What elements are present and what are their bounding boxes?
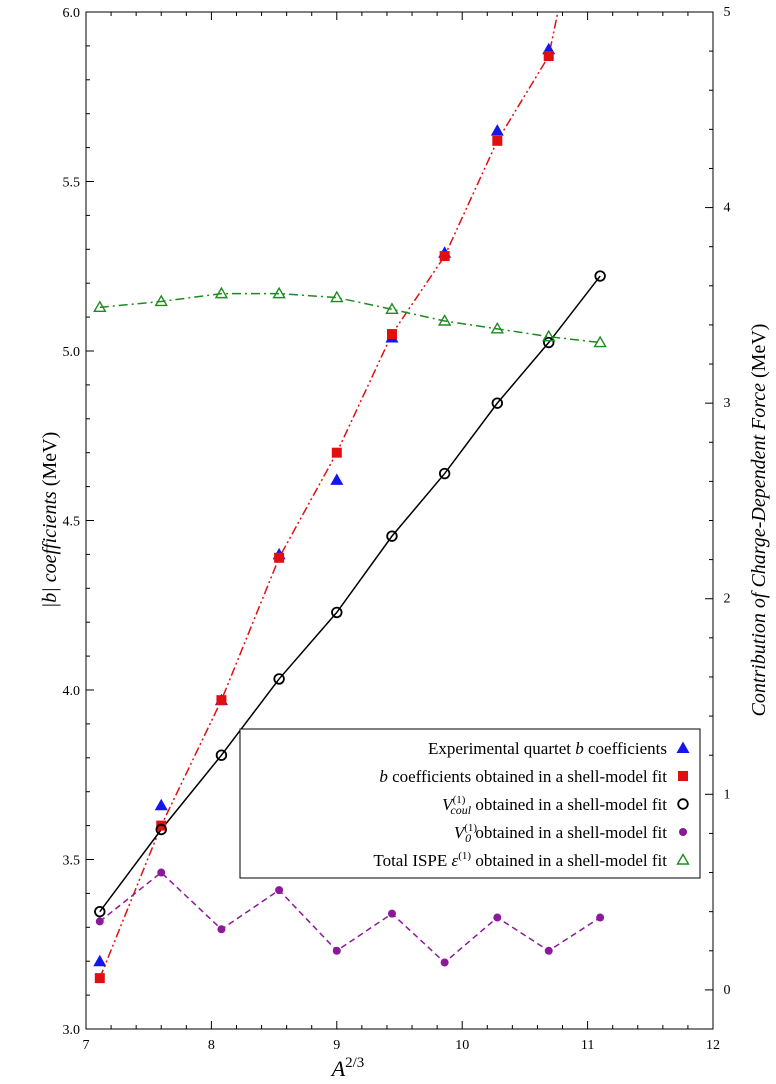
data-point-s0 <box>490 124 504 136</box>
series-line-2 <box>99 275 601 913</box>
data-point-s1 <box>543 51 554 62</box>
series-line-3 <box>99 871 601 964</box>
data-point-s3 <box>440 958 449 967</box>
y-left-tick-label: 6.0 <box>63 6 81 21</box>
data-point-s4 <box>385 302 399 314</box>
data-point-s4 <box>214 286 229 299</box>
data-point-s1 <box>274 552 285 563</box>
data-point-s2 <box>543 336 555 349</box>
data-point-s3 <box>544 946 553 955</box>
x-tick-label: 12 <box>706 1038 720 1053</box>
data-point-s1 <box>94 973 105 984</box>
data-point-s3 <box>493 913 502 922</box>
y-right-tick-label: 5 <box>724 5 731 20</box>
data-point-s3 <box>217 925 226 934</box>
data-point-s3 <box>332 946 341 955</box>
y-left-tick-label: 5.5 <box>63 176 81 191</box>
legend: Experimental quartet b coefficients b co… <box>239 728 701 879</box>
data-point-s3 <box>275 886 284 895</box>
data-point-s2 <box>438 467 451 480</box>
data-point-s3 <box>596 913 605 922</box>
data-point-s4 <box>490 321 505 334</box>
x-tick-label: 11 <box>581 1038 594 1053</box>
x-tick-label: 9 <box>333 1038 340 1053</box>
data-point-s3 <box>387 909 396 918</box>
data-point-s1 <box>386 329 397 340</box>
data-point-s2 <box>594 270 606 282</box>
data-point-s0 <box>93 954 107 967</box>
data-point-s2 <box>273 673 285 685</box>
legend-marker-1 <box>678 771 688 781</box>
legend-entry-ispe: Total ISPE ε(1) obtained in a shell-mode… <box>373 850 667 870</box>
data-point-s2 <box>491 397 504 409</box>
x-axis-title: A2/3 <box>330 1055 365 1081</box>
legend-marker-2 <box>677 798 689 810</box>
data-point-s2 <box>94 905 106 918</box>
data-point-s1 <box>439 251 450 262</box>
data-point-s2 <box>386 530 398 542</box>
data-point-s4 <box>272 286 286 299</box>
y-right-tick-label: 3 <box>724 396 731 411</box>
y-left-tick-label: 5.0 <box>63 345 81 360</box>
data-point-s4 <box>330 290 344 303</box>
data-point-s4 <box>93 300 107 313</box>
x-tick-label: 7 <box>83 1038 90 1053</box>
y-axis-right-title: Contribution of Charge-Dependent Force (… <box>748 324 770 717</box>
legend-entry-vcoul: V(1) coul obtained in a shell-model fit <box>442 794 667 817</box>
data-point-s4 <box>542 329 556 342</box>
x-tick-label: 8 <box>208 1038 215 1053</box>
data-point-s4 <box>154 294 168 307</box>
y-axis-left-title: |b| coefficients (MeV) <box>39 432 61 609</box>
data-point-s2 <box>155 823 167 836</box>
data-point-s4 <box>437 314 452 326</box>
data-point-s0 <box>154 798 168 811</box>
x-tick-label: 10 <box>455 1038 469 1053</box>
series-markers <box>93 42 607 984</box>
data-point-s1 <box>492 135 503 146</box>
data-point-s1 <box>331 447 342 458</box>
data-point-s4 <box>593 335 607 348</box>
legend-marker-4 <box>676 853 690 865</box>
data-point-s0 <box>330 473 344 485</box>
series-line-1 <box>99 12 559 979</box>
legend-entry-v0: V(1) 0 obtained in a shell-model fit <box>454 822 667 845</box>
legend-marker-3 <box>679 828 687 836</box>
y-right-tick-label: 4 <box>724 201 731 216</box>
data-point-s2 <box>215 749 228 761</box>
legend-markers <box>676 741 690 865</box>
y-left-tick-label: 3.5 <box>63 854 81 869</box>
legend-marker-0 <box>676 741 690 753</box>
legend-box <box>239 728 701 879</box>
data-point-s1 <box>216 695 227 706</box>
data-point-s3 <box>157 868 166 877</box>
data-point-s3 <box>95 917 104 926</box>
y-right-tick-label: 1 <box>724 787 731 802</box>
y-right-tick-label: 2 <box>724 592 731 607</box>
y-left-tick-label: 4.5 <box>63 515 81 530</box>
data-point-s2 <box>331 606 343 619</box>
legend-entry-experimental: Experimental quartet b coefficients <box>428 739 667 758</box>
y-right-tick-label: 0 <box>724 983 731 998</box>
legend-entry-b-fit: b coefficients obtained in a shell-model… <box>379 767 667 786</box>
y-left-tick-label: 4.0 <box>63 684 81 699</box>
series-lines <box>99 12 601 979</box>
series-line-4 <box>99 292 601 344</box>
y-left-tick-label: 3.0 <box>63 1023 81 1038</box>
